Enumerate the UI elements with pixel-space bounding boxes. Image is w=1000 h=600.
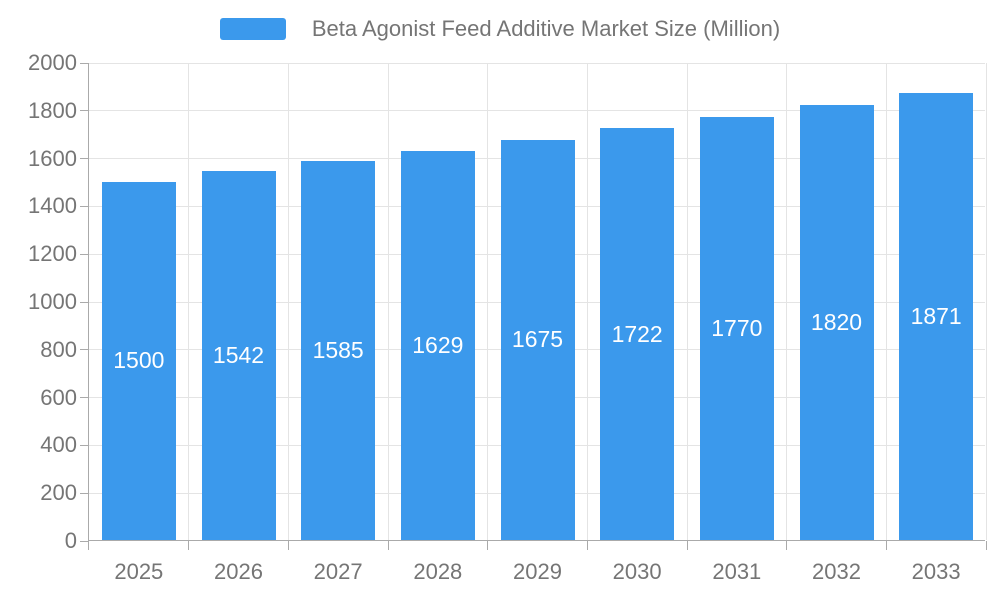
y-axis-tick-label: 1600 [28,145,77,171]
x-gridline [188,63,190,540]
y-axis-tick-label: 400 [40,432,77,458]
y-axis-tick-label: 1800 [28,97,77,123]
y-axis-tick-label: 800 [40,336,77,362]
x-axis-tick [487,541,489,550]
x-gridline [287,63,289,540]
y-axis-tick-label: 200 [40,480,77,506]
bar-value-label: 1770 [711,314,763,341]
y-axis-tick [80,444,88,446]
bar-value-label: 1722 [611,320,663,347]
bar-value-label: 1500 [113,347,165,374]
bar-value-label: 1585 [312,337,364,364]
x-gridline [786,63,788,540]
x-axis-tick [188,541,190,550]
x-axis-tick [786,541,788,550]
bar-2028[interactable]: 1629 [400,150,475,540]
legend-label[interactable]: Beta Agonist Feed Additive Market Size (… [311,16,781,41]
y-axis-tick-label: 2000 [28,50,77,75]
bar-value-label: 1542 [212,342,265,369]
bar-2029[interactable]: 1675 [500,139,575,540]
legend-swatch[interactable] [219,18,286,40]
x-gridline [586,63,588,540]
y-axis-tick [80,492,88,494]
y-axis-tick-label: 0 [64,528,77,553]
y-axis-tick-label: 1000 [28,289,77,314]
x-gridline [985,63,987,540]
y-axis-tick [80,62,88,64]
y-axis-tick [80,158,88,160]
x-gridline [686,63,688,540]
y-axis-tick [80,110,88,112]
x-axis-tick-label: 2029 [513,559,562,584]
x-axis-tick-label: 2033 [911,559,961,584]
y-axis-tick-label: 600 [40,384,77,410]
x-axis-tick [387,541,389,550]
x-axis-tick [885,541,887,550]
bar-2032[interactable]: 1820 [799,105,874,540]
y-gridline [89,62,985,64]
x-axis-tick-label: 2026 [214,559,263,584]
bar-value-label: 1871 [910,302,962,329]
x-axis-tick-label: 2032 [812,559,861,584]
x-axis-tick [88,541,89,550]
y-axis-tick [80,253,88,255]
plot-area: 0 200 400 600 800 1000 1200 1400 1600 1800 2000 150… [28,52,987,584]
x-axis-tick [586,541,588,550]
x-gridline [487,63,489,540]
bar-value-label: 1820 [810,309,863,336]
legend: Beta Agonist Feed Additive Market Size (… [0,17,1000,41]
bar-value-label: 1675 [511,326,564,353]
bar-2033[interactable]: 1871 [899,92,974,540]
x-gridline [885,63,887,540]
x-axis-tick [686,541,688,550]
y-axis-tick [80,540,88,542]
x-axis-tick-label: 2028 [413,559,463,584]
bar-2027[interactable]: 1585 [301,161,376,540]
y-axis-tick [80,349,88,351]
bar-2026[interactable]: 1542 [201,171,276,540]
x-gridline [387,63,389,540]
x-axis-tick-label: 2031 [712,559,762,584]
x-axis-tick-label: 2025 [114,559,164,584]
bar-value-label: 1629 [412,331,464,358]
bar-2025[interactable]: 1500 [101,181,176,540]
y-axis-tick [80,301,88,303]
x-axis-tick-label: 2027 [313,559,363,584]
y-axis-tick [80,205,88,207]
x-axis-tick [287,541,289,550]
y-gridline [89,110,985,112]
x-axis-tick [985,541,987,550]
y-axis-tick [80,397,88,399]
bar-2031[interactable]: 1770 [699,116,774,540]
bar-2030[interactable]: 1722 [600,128,675,540]
y-axis-tick-label: 1400 [28,193,77,219]
x-axis-tick-label: 2030 [612,559,662,584]
y-axis-tick-label: 1200 [28,241,77,267]
